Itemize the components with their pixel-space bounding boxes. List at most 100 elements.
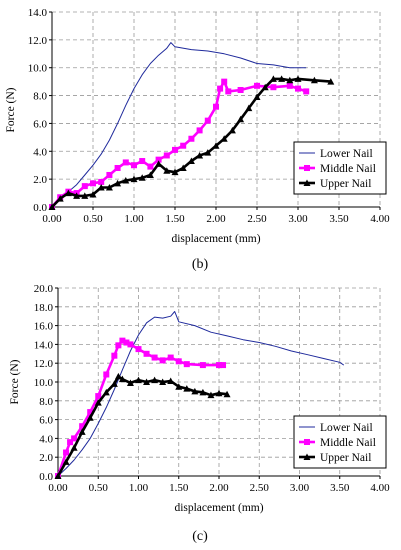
data-point-upper [261,83,269,91]
data-point-middle [79,423,86,430]
data-point-middle [131,162,137,169]
series-middle [49,78,310,210]
data-point-middle [106,171,113,178]
x-tick-label: 2.00 [206,213,226,225]
data-point-upper [212,142,220,149]
data-point-middle [143,350,150,357]
y-tick-label: 8.0 [33,91,47,103]
data-point-upper [105,184,113,191]
data-point-middle [127,341,134,348]
x-tick-label: 4.00 [370,482,390,494]
y-tick-label: 4.0 [39,433,53,445]
y-tick-label: 16.0 [34,321,54,333]
data-point-upper [48,203,56,210]
x-tick-label: 1.50 [169,482,189,494]
x-axis-title: displacement (mm) [174,502,263,514]
data-point-upper [130,175,138,183]
data-point-upper [228,126,236,134]
data-point-upper [155,160,163,167]
data-point-middle [119,337,126,344]
data-point-upper [114,179,122,187]
data-point-middle [63,449,70,456]
y-tick-label: 6.0 [39,415,53,427]
data-point-upper [56,195,64,202]
series-lower [57,311,345,477]
data-point-upper [159,378,167,385]
y-tick-label: 18.0 [34,302,54,314]
data-point-upper [191,387,199,395]
data-point-middle [95,393,102,400]
data-point-middle [217,85,224,92]
y-tick-label: 10.0 [28,63,48,75]
data-point-upper [215,389,223,397]
x-tick-label: 2.00 [209,482,229,494]
series-line-upper [51,77,331,208]
y-tick-label: 2.0 [33,174,47,186]
legend-label-upper: Upper Nail [320,178,371,190]
data-point-upper [94,399,102,406]
series-upper [54,372,231,479]
data-point-upper [327,78,335,85]
data-point-upper [310,76,318,84]
x-tick-label: 1.00 [129,482,149,494]
data-point-upper [73,192,81,199]
panel-label: (b) [192,257,209,272]
x-tick-label: 0.50 [89,482,109,494]
series-lower [51,42,307,208]
data-point-upper [269,75,277,82]
data-point-middle [254,82,260,89]
y-tick-label: 0.0 [39,471,53,483]
data-point-upper [278,75,286,82]
data-point-middle [213,103,219,110]
y-tick-label: 0.0 [33,202,47,214]
data-point-upper [81,192,89,199]
series-line-middle [51,80,307,208]
series-line-middle [56,339,223,477]
data-point-upper [220,135,228,142]
data-point-middle [151,354,158,361]
data-point-middle [220,362,227,369]
x-tick-label: 0.50 [83,213,103,225]
data-point-middle [270,84,277,91]
data-point-middle [303,88,310,95]
data-point-middle [286,82,293,89]
data-point-middle [196,127,203,134]
x-tick-label: 3.50 [329,213,349,225]
data-point-middle [90,180,96,187]
x-tick-label: 3.00 [288,213,308,225]
legend-marker-upper [303,453,311,460]
data-point-upper [175,383,183,390]
x-tick-label: 1.50 [165,213,185,225]
data-point-upper [62,458,70,465]
data-point-upper [204,149,212,156]
data-point-upper [223,390,231,398]
y-tick-label: 2.0 [39,452,53,464]
legend: Lower Nail Middle Nail Upper Nail [293,141,387,195]
data-point-upper [167,377,175,385]
data-point-middle [67,439,74,446]
data-point-middle [225,88,232,95]
data-point-middle [103,371,110,378]
data-point-upper [294,75,302,82]
data-point-upper [78,428,86,435]
series-line-lower [51,42,307,208]
data-point-upper [97,184,105,191]
data-point-upper [102,388,110,396]
data-point-middle [183,361,190,368]
data-point-middle [147,163,154,170]
y-tick-label: 20.0 [34,283,54,295]
data-point-upper [126,379,134,386]
series-middle [55,337,227,479]
data-point-middle [87,409,94,416]
x-tick-label: 2.50 [250,482,270,494]
y-tick-label: 14.0 [28,7,48,19]
data-point-upper [151,376,159,384]
data-point-upper [245,104,253,112]
data-point-middle [237,87,244,93]
legend-marker-middle [304,439,310,445]
series-upper [48,75,335,210]
data-point-upper [143,378,151,385]
y-axis-title: Force (N) [5,87,17,132]
data-point-upper [286,76,294,84]
data-point-middle [81,183,88,190]
